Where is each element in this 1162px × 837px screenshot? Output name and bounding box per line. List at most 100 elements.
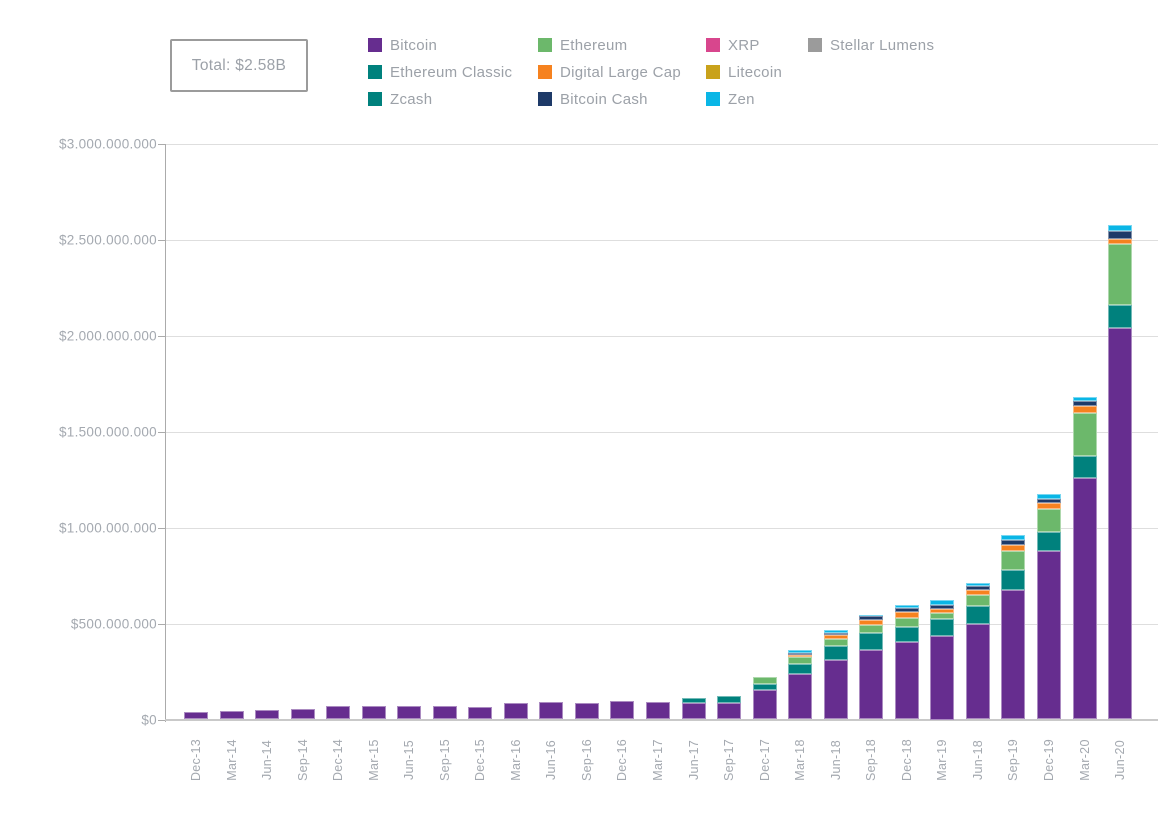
bar-segment-bitcoin[interactable] xyxy=(468,706,493,720)
bar-segment-digital-large-cap[interactable] xyxy=(930,608,955,613)
bar-segment-bitcoin-cash[interactable] xyxy=(965,585,990,591)
bar-sep-14-3[interactable] xyxy=(290,709,315,720)
bar-sep-15-7[interactable] xyxy=(432,706,457,720)
bar-segment-bitcoin-cash[interactable] xyxy=(859,616,884,620)
bar-dec-16-12[interactable] xyxy=(610,701,635,720)
bar-segment-ethereum-classic[interactable] xyxy=(1072,455,1097,478)
bar-segment-ethereum[interactable] xyxy=(930,612,955,619)
bar-segment-ethereum[interactable] xyxy=(859,624,884,634)
bar-segment-zen[interactable] xyxy=(823,629,848,633)
bar-segment-zen[interactable] xyxy=(930,599,955,605)
bar-segment-bitcoin-cash[interactable] xyxy=(1072,400,1097,406)
bar-segment-ethereum[interactable] xyxy=(1036,508,1061,532)
bar-sep-18-19[interactable] xyxy=(859,614,884,720)
bar-dec-15-8[interactable] xyxy=(468,706,493,720)
bar-segment-ethereum[interactable] xyxy=(1108,243,1133,306)
bar-segment-ethereum-classic[interactable] xyxy=(788,663,813,674)
bar-segment-bitcoin-cash[interactable] xyxy=(788,652,813,655)
bar-segment-bitcoin-cash[interactable] xyxy=(894,607,919,613)
bar-segment-bitcoin[interactable] xyxy=(290,709,315,720)
bar-jun-18-18[interactable] xyxy=(823,629,848,720)
bar-segment-bitcoin[interactable] xyxy=(574,702,599,720)
legend-item-zen[interactable]: Zen xyxy=(706,91,782,108)
bar-segment-ethereum[interactable] xyxy=(1001,551,1026,570)
bar-segment-ethereum[interactable] xyxy=(965,594,990,606)
bar-sep-16-11[interactable] xyxy=(574,702,599,720)
bar-mar-19-21[interactable] xyxy=(930,599,955,720)
legend-item-xrp[interactable]: XRP xyxy=(706,37,782,54)
bar-segment-bitcoin[interactable] xyxy=(965,623,990,720)
bar-jun-15-6[interactable] xyxy=(397,706,422,720)
legend-item-stellar-lumens[interactable]: Stellar Lumens xyxy=(808,37,934,54)
bar-segment-bitcoin[interactable] xyxy=(1108,327,1133,720)
bar-segment-bitcoin[interactable] xyxy=(646,702,671,720)
bar-segment-bitcoin-cash[interactable] xyxy=(823,632,848,635)
bar-segment-bitcoin[interactable] xyxy=(326,706,351,720)
bar-segment-ethereum-classic[interactable] xyxy=(965,605,990,624)
bar-segment-zen[interactable] xyxy=(965,583,990,586)
bar-segment-bitcoin[interactable] xyxy=(1072,477,1097,720)
bar-jun-20-26[interactable] xyxy=(1108,224,1133,720)
bar-segment-bitcoin[interactable] xyxy=(432,706,457,720)
bar-segment-digital-large-cap[interactable] xyxy=(859,619,884,625)
bar-segment-zen[interactable] xyxy=(894,605,919,608)
bar-segment-digital-large-cap[interactable] xyxy=(1108,238,1133,244)
bar-segment-ethereum-classic[interactable] xyxy=(1036,531,1061,552)
bar-segment-bitcoin[interactable] xyxy=(219,711,244,720)
bar-segment-bitcoin[interactable] xyxy=(894,642,919,720)
bar-segment-digital-large-cap[interactable] xyxy=(894,612,919,619)
bar-segment-bitcoin[interactable] xyxy=(823,659,848,720)
bar-segment-bitcoin[interactable] xyxy=(1036,551,1061,720)
bar-segment-bitcoin[interactable] xyxy=(255,709,280,720)
bar-dec-13-0[interactable] xyxy=(184,712,208,720)
bar-segment-bitcoin-cash[interactable] xyxy=(1001,539,1026,546)
bar-segment-ethereum-classic[interactable] xyxy=(1108,305,1133,328)
bar-segment-zen[interactable] xyxy=(859,614,884,617)
bar-segment-zen[interactable] xyxy=(788,649,813,653)
bar-jun-16-10[interactable] xyxy=(539,702,564,720)
bar-segment-digital-large-cap[interactable] xyxy=(965,590,990,595)
bar-mar-16-9[interactable] xyxy=(503,702,528,720)
bar-segment-bitcoin[interactable] xyxy=(397,706,422,720)
bar-jun-17-14[interactable] xyxy=(681,697,706,720)
legend-item-bitcoin[interactable]: Bitcoin xyxy=(368,37,512,54)
bar-dec-14-4[interactable] xyxy=(326,706,351,720)
bar-segment-digital-large-cap[interactable] xyxy=(1001,545,1026,552)
bar-segment-digital-large-cap[interactable] xyxy=(823,634,848,639)
bar-sep-17-15[interactable] xyxy=(717,696,742,720)
bar-mar-15-5[interactable] xyxy=(361,706,386,720)
bar-segment-bitcoin[interactable] xyxy=(539,702,564,720)
bar-segment-bitcoin-cash[interactable] xyxy=(930,604,955,609)
bar-segment-bitcoin[interactable] xyxy=(184,712,208,720)
bar-segment-bitcoin-cash[interactable] xyxy=(1036,498,1061,503)
bar-segment-bitcoin[interactable] xyxy=(717,702,742,720)
bar-segment-bitcoin[interactable] xyxy=(503,702,528,720)
bar-mar-20-25[interactable] xyxy=(1072,396,1097,720)
bar-segment-bitcoin[interactable] xyxy=(788,673,813,720)
bar-jun-14-2[interactable] xyxy=(255,709,280,720)
bar-segment-bitcoin[interactable] xyxy=(681,703,706,720)
bar-segment-bitcoin[interactable] xyxy=(1001,590,1026,720)
bar-segment-ethereum[interactable] xyxy=(894,618,919,628)
bar-jun-18-22[interactable] xyxy=(965,583,990,720)
bar-segment-bitcoin[interactable] xyxy=(859,650,884,720)
bar-segment-digital-large-cap[interactable] xyxy=(1036,502,1061,509)
bar-segment-ethereum-classic[interactable] xyxy=(894,627,919,643)
bar-segment-ethereum[interactable] xyxy=(788,657,813,664)
legend-item-bitcoin-cash[interactable]: Bitcoin Cash xyxy=(538,91,681,108)
bar-segment-ethereum-classic[interactable] xyxy=(752,683,777,690)
bar-segment-ethereum-classic[interactable] xyxy=(930,618,955,637)
bar-segment-ethereum-classic[interactable] xyxy=(681,697,706,704)
bar-segment-ethereum-classic[interactable] xyxy=(717,696,742,703)
legend-item-litecoin[interactable]: Litecoin xyxy=(706,64,782,81)
legend-item-ethereum-classic[interactable]: Ethereum Classic xyxy=(368,64,512,81)
bar-dec-18-20[interactable] xyxy=(894,605,919,720)
bar-segment-bitcoin[interactable] xyxy=(361,706,386,720)
bar-segment-ethereum-classic[interactable] xyxy=(823,645,848,660)
bar-segment-bitcoin[interactable] xyxy=(752,689,777,720)
bar-segment-ethereum[interactable] xyxy=(752,677,777,684)
bar-segment-ethereum[interactable] xyxy=(1072,413,1097,456)
bar-segment-ethereum-classic[interactable] xyxy=(859,633,884,651)
legend-item-ethereum[interactable]: Ethereum xyxy=(538,37,681,54)
bar-segment-bitcoin[interactable] xyxy=(930,636,955,720)
